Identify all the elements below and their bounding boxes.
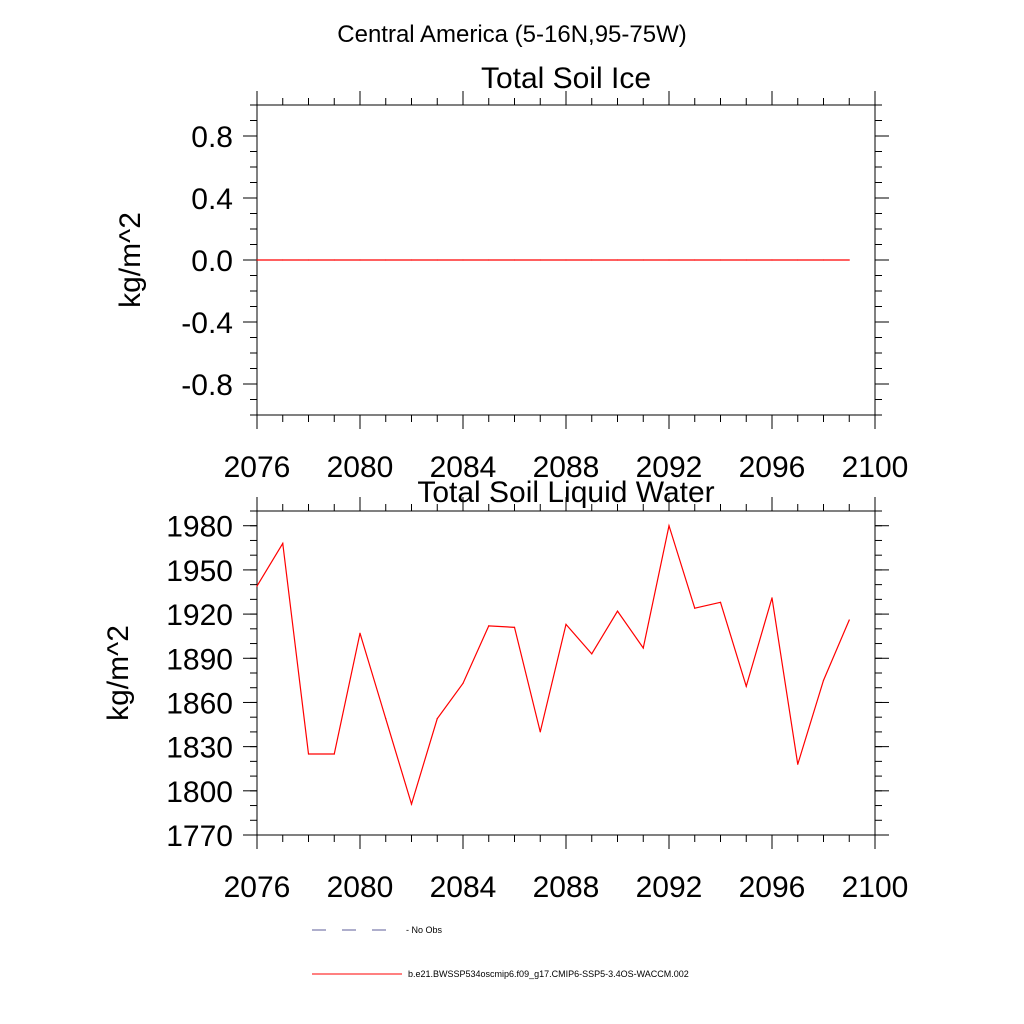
data-point (694, 607, 696, 609)
data-point (719, 259, 722, 261)
series-line (256, 523, 850, 807)
y-tick-label: 1920 (166, 599, 233, 632)
data-point (256, 259, 258, 261)
data-point (462, 682, 464, 684)
data-point (539, 259, 541, 261)
data-point (436, 718, 438, 720)
y-tick-label: 0.4 (191, 183, 233, 216)
x-tick-label: 2088 (533, 871, 600, 904)
x-tick-label: 2088 (533, 451, 600, 484)
data-point (539, 731, 541, 733)
data-point (385, 259, 387, 261)
data-point (488, 259, 490, 261)
x-tick-label: 2080 (327, 451, 394, 484)
page-title: Central America (5-16N,95-75W) (337, 21, 686, 48)
x-tick-label: 2080 (327, 871, 394, 904)
x-tick-label: 2084 (430, 451, 497, 484)
data-point (694, 259, 696, 261)
data-point (359, 259, 361, 261)
data-point (745, 685, 747, 687)
data-point (797, 763, 799, 765)
chart-title: Total Soil Ice (481, 62, 651, 95)
x-tick-label: 2092 (636, 871, 703, 904)
y-tick-label: -0.4 (181, 307, 233, 340)
x-tick-label: 2084 (430, 871, 497, 904)
data-point (307, 259, 310, 261)
data-point (513, 259, 516, 261)
data-point (848, 619, 850, 621)
data-point (410, 803, 413, 805)
data-point (436, 259, 438, 261)
data-point (333, 259, 335, 261)
y-axis-label: kg/m^2 (102, 625, 135, 721)
data-point (616, 610, 619, 612)
data-point (591, 653, 593, 655)
data-point (385, 718, 387, 720)
x-tick-label: 2100 (842, 451, 909, 484)
x-tick-label: 2100 (842, 871, 909, 904)
y-axis-label: kg/m^2 (114, 212, 147, 308)
data-point (565, 259, 567, 261)
legend-label-model-run: b.e21.BWSSP534oscmip6.f09_g17.CMIP6-SSP5… (408, 969, 689, 979)
data-point (822, 259, 825, 261)
data-point (848, 259, 850, 261)
y-tick-label: 0.0 (191, 245, 233, 278)
data-point (488, 625, 490, 627)
x-tick-label: 2076 (224, 451, 291, 484)
data-point (797, 259, 799, 261)
y-tick-label: 1770 (166, 820, 233, 853)
y-tick-label: 1890 (166, 643, 233, 676)
y-tick-label: 1830 (166, 732, 233, 765)
x-tick-label: 2096 (739, 871, 806, 904)
data-point (307, 753, 310, 755)
y-tick-label: 0.8 (191, 121, 233, 154)
data-point (591, 259, 593, 261)
y-tick-label: 1980 (166, 511, 233, 544)
x-tick-label: 2096 (739, 451, 806, 484)
data-point (668, 259, 670, 261)
data-point (616, 259, 619, 261)
data-point (719, 601, 722, 603)
y-tick-label: 1860 (166, 687, 233, 720)
data-point (256, 585, 258, 587)
panel-total-soil-ice: Total Soil Ice kg/m^2 2076 2080 2084 2088 2092… (114, 62, 908, 484)
data-point (513, 626, 516, 628)
y-tick-label: -0.8 (181, 369, 233, 402)
data-point (822, 679, 825, 681)
data-point (333, 753, 335, 755)
data-point (771, 597, 773, 599)
legend: - No Obs b.e21.BWSSP534oscmip6.f09_g17.C… (312, 925, 689, 979)
data-point (410, 259, 413, 261)
legend-label-no-obs: - No Obs (406, 925, 443, 935)
y-tick-label: 1950 (166, 555, 233, 588)
data-point (668, 525, 670, 527)
plot-frame (256, 510, 876, 836)
data-point (282, 542, 284, 545)
x-tick-label: 2076 (224, 871, 291, 904)
data-point (359, 632, 361, 634)
data-point (745, 259, 747, 261)
data-point (282, 259, 284, 261)
y-tick-label: 1800 (166, 776, 233, 809)
data-point (565, 623, 567, 626)
x-tick-label: 2092 (636, 451, 703, 484)
data-point (642, 259, 644, 261)
data-point (462, 259, 464, 261)
data-point (642, 647, 644, 649)
data-point (771, 259, 773, 261)
